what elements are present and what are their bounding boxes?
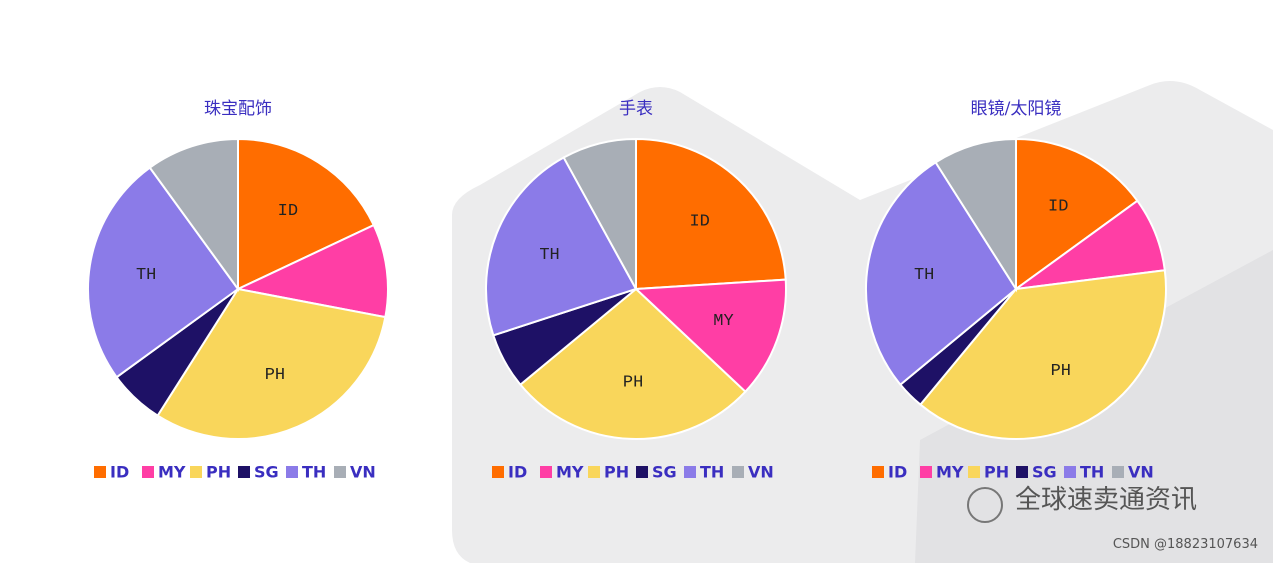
legend-swatch — [684, 466, 696, 478]
legend-swatch — [142, 466, 154, 478]
watermark-brand: 全球速卖通资讯 — [1015, 485, 1197, 515]
chart-title: 眼镜/太阳镜 — [971, 99, 1062, 119]
watermark-source: CSDN @18823107634 — [1113, 537, 1258, 552]
legend-swatch — [588, 466, 600, 478]
legend-label: ID — [110, 463, 129, 482]
watermark-icon — [967, 487, 1003, 523]
pie-slice — [485, 156, 638, 337]
legend-swatch — [334, 466, 346, 478]
legend-swatch — [94, 466, 106, 478]
legend-label: VN — [350, 463, 376, 482]
pie-slice — [865, 160, 1018, 387]
pie-slice — [562, 137, 637, 290]
legend-label: MY — [556, 463, 584, 482]
legend-label: TH — [302, 463, 326, 482]
chart-title: 珠宝配饰 — [204, 99, 272, 119]
slice-label: TH — [136, 266, 156, 285]
legend-swatch — [492, 466, 504, 478]
slice-label: PH — [623, 373, 643, 392]
pie-slice — [635, 137, 787, 291]
legend-label: PH — [984, 463, 1009, 482]
pie-slice — [519, 287, 747, 440]
legend-label: MY — [158, 463, 186, 482]
legend-swatch — [920, 466, 932, 478]
slice-label: PH — [1051, 362, 1071, 381]
slice-label: ID — [278, 202, 298, 221]
legend-label: SG — [1032, 463, 1057, 482]
pie-slice — [1015, 137, 1139, 291]
chart-title: 手表 — [619, 99, 653, 119]
legend-swatch — [872, 466, 884, 478]
pie-slice — [148, 137, 239, 293]
legend-swatch — [286, 466, 298, 478]
legend-label: TH — [1080, 463, 1104, 482]
pie-slice — [633, 278, 787, 394]
legend-swatch — [968, 466, 980, 478]
legend-label: SG — [254, 463, 279, 482]
legend-label: TH — [700, 463, 724, 482]
slice-label: PH — [265, 366, 285, 385]
legend-swatch — [1112, 466, 1124, 478]
legend-label: VN — [748, 463, 774, 482]
slice-label: TH — [914, 266, 934, 285]
legend-swatch — [1064, 466, 1076, 478]
legend-swatch — [636, 466, 648, 478]
pie-slice — [87, 166, 240, 379]
slice-label: ID — [1048, 198, 1068, 217]
legend-swatch — [238, 466, 250, 478]
legend-swatch — [1016, 466, 1028, 478]
legend-label: SG — [652, 463, 677, 482]
legend-label: PH — [604, 463, 629, 482]
legend-label: PH — [206, 463, 231, 482]
legend-label: MY — [936, 463, 964, 482]
legend-label: ID — [508, 463, 527, 482]
pie-slice — [234, 223, 389, 319]
legend-swatch — [540, 466, 552, 478]
slice-label: ID — [689, 213, 709, 232]
pie-slice — [237, 137, 376, 291]
slice-label: TH — [539, 246, 559, 265]
legend-swatch — [190, 466, 202, 478]
pie-slice — [918, 269, 1167, 440]
legend-label: VN — [1128, 463, 1154, 482]
pie-slice — [934, 137, 1017, 293]
legend-swatch — [732, 466, 744, 478]
slice-label: MY — [713, 312, 733, 331]
legend-label: ID — [888, 463, 907, 482]
